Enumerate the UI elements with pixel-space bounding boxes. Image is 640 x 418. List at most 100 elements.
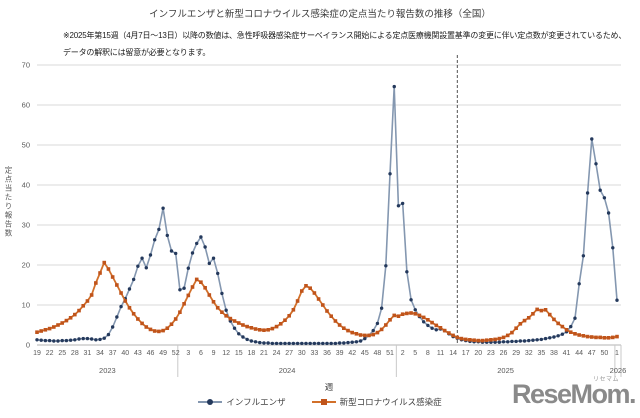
influenza-marker: [199, 235, 203, 239]
covid-marker: [262, 328, 266, 332]
covid-marker: [169, 322, 174, 326]
year-label: 2026: [610, 366, 627, 375]
influenza-marker: [190, 251, 195, 255]
influenza-marker: [354, 340, 359, 344]
covid-marker: [81, 304, 86, 308]
covid-marker: [363, 333, 367, 338]
x-tick-label: 33: [310, 350, 318, 357]
x-tick-label: 12: [222, 350, 230, 357]
covid-marker: [514, 326, 518, 330]
x-tick-label: 38: [550, 350, 558, 357]
covid-marker: [178, 310, 182, 314]
influenza-marker: [237, 332, 241, 336]
covid-marker: [106, 267, 111, 271]
x-tick-label: 44: [575, 350, 583, 357]
covid-marker: [552, 317, 556, 322]
covid-marker: [245, 324, 249, 329]
x-tick-label: 11: [437, 350, 444, 357]
influenza-marker: [539, 337, 544, 342]
influenza-marker: [68, 338, 73, 342]
influenza-marker: [388, 172, 392, 176]
influenza-marker: [522, 339, 527, 343]
influenza-marker: [392, 84, 396, 89]
influenza-marker: [611, 246, 615, 250]
resemom-logo-ruby: リセマム: [592, 377, 619, 383]
covid-marker: [392, 313, 397, 318]
covid-marker: [405, 311, 409, 316]
covid-marker: [56, 323, 60, 327]
influenza-marker: [548, 336, 552, 340]
influenza-marker: [329, 341, 333, 346]
influenza-marker: [527, 338, 531, 343]
influenza-marker: [342, 341, 346, 345]
x-tick-label: 49: [159, 350, 167, 357]
x-tick-label: 9: [212, 350, 216, 357]
covid-marker: [68, 316, 73, 320]
covid-marker: [594, 335, 598, 340]
covid-marker: [165, 326, 170, 330]
influenza-marker: [64, 338, 69, 343]
x-tick-label: 32: [525, 350, 533, 357]
covid-marker: [85, 299, 90, 303]
influenza-marker: [245, 337, 249, 342]
influenza-marker: [321, 341, 325, 346]
covid-marker: [413, 312, 418, 316]
influenza-marker: [308, 341, 312, 346]
covid-marker: [379, 327, 384, 332]
note-line-2: データの解釈には留意が必要となります。: [63, 48, 211, 57]
covid-marker: [539, 308, 544, 313]
influenza-marker: [144, 266, 148, 270]
x-tick-label: 48: [374, 350, 382, 357]
x-tick-label: 22: [46, 350, 54, 357]
x-tick-label: 39: [336, 350, 344, 357]
y-tick-label: 30: [22, 221, 30, 230]
influenza-marker: [535, 338, 539, 342]
influenza-marker: [434, 328, 438, 332]
x-tick-label: 3: [186, 350, 190, 357]
influenza-marker: [220, 291, 224, 296]
covid-marker: [253, 327, 258, 331]
covid-marker: [119, 291, 123, 295]
x-tick-label: 2: [401, 350, 405, 357]
covid-marker: [43, 328, 48, 332]
y-tick-label: 50: [22, 141, 30, 150]
influenza-marker: [131, 277, 136, 282]
covid-marker: [447, 331, 451, 335]
covid-marker: [543, 308, 548, 312]
covid-marker: [409, 311, 413, 315]
covid-marker: [442, 328, 447, 333]
influenza-marker: [615, 298, 619, 302]
year-label: 2023: [99, 366, 116, 375]
covid-marker: [287, 314, 291, 318]
influenza-marker: [195, 241, 199, 246]
covid-marker: [568, 330, 573, 334]
covid-marker: [396, 314, 401, 318]
influenza-marker: [396, 204, 401, 208]
covid-marker: [375, 330, 380, 335]
covid-marker: [577, 333, 581, 337]
influenza-marker: [98, 337, 102, 342]
x-tick-label: 24: [273, 350, 281, 357]
x-tick-label: 8: [426, 350, 430, 357]
influenza-marker: [497, 340, 502, 344]
resemom-logo-text: ReseMom.: [511, 379, 637, 409]
x-tick-label: 15: [235, 350, 243, 357]
covid-marker: [115, 283, 119, 287]
influenza-marker: [77, 337, 81, 341]
covid-marker: [526, 316, 531, 320]
covid-marker: [94, 281, 98, 285]
covid-marker: [573, 332, 577, 336]
y-tick-label: 60: [22, 101, 30, 110]
covid-marker: [400, 312, 405, 316]
covid-marker: [220, 310, 224, 314]
covid-marker: [182, 302, 186, 306]
influenza-marker: [421, 320, 426, 324]
influenza-marker: [430, 326, 434, 330]
covid-marker: [199, 280, 203, 284]
influenza-marker: [501, 340, 506, 344]
influenza-marker: [325, 341, 329, 346]
x-tick-label: 19: [33, 350, 41, 357]
influenza-marker: [384, 264, 388, 268]
x-tick-label: 20: [474, 350, 482, 357]
